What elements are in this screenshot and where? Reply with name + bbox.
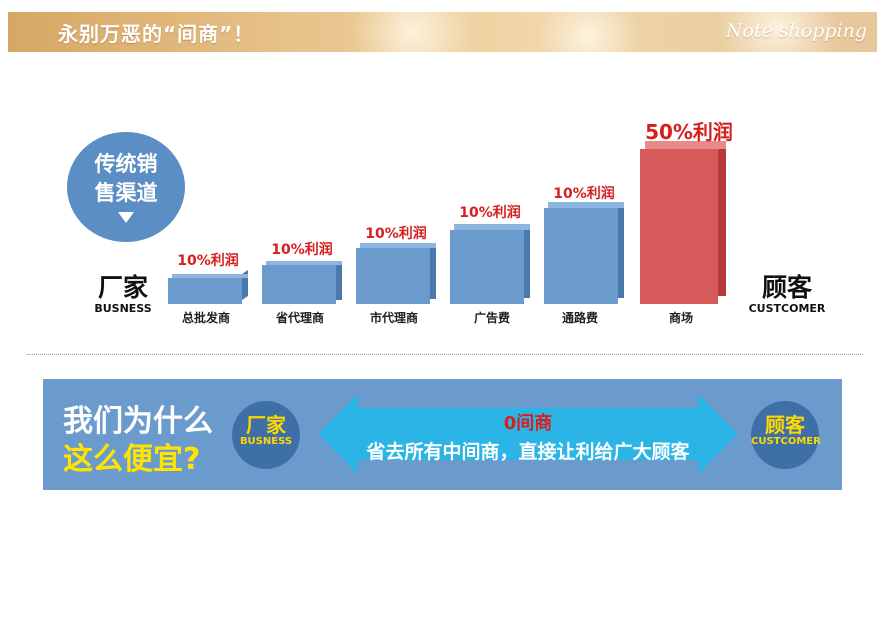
customer-en: CUSTCOMER (748, 302, 826, 315)
customer-circle-cn: 顾客 (765, 413, 805, 437)
brand-logo-text: Note shopping (725, 20, 867, 42)
double-arrow-icon (318, 394, 738, 474)
profit-label-1: 10%利润 (177, 253, 239, 269)
manufacturer-circle-cn: 厂家 (246, 413, 286, 437)
badge-line-1: 传统销 (94, 152, 158, 176)
why-cheap-heading: 我们为什么 这么便宜? (63, 403, 213, 479)
down-arrow-icon (118, 212, 134, 223)
traditional-channel-badge: 传统销 售渠道 (67, 132, 185, 242)
customer-cn: 顾客 (761, 273, 812, 302)
bar-step-2 (262, 261, 342, 304)
customer-circle: 顾客 CUSTCOMER (751, 401, 821, 469)
manufacturer-en: BUSNESS (94, 302, 152, 315)
badge-line-2: 售渠道 (94, 181, 158, 205)
double-arrow: 0间商 省去所有中间商，直接让利给广大顾客 (318, 394, 738, 474)
manufacturer-label: 厂家 BUSNESS (88, 274, 158, 316)
bar-step-5 (544, 202, 624, 304)
header-banner: 永别万恶的“间商”！ Note shopping (8, 12, 877, 52)
bar-step-3 (356, 243, 436, 304)
customer-circle-en: CUSTCOMER (751, 436, 821, 447)
step-label-3: 市代理商 (369, 311, 418, 325)
customer-label: 顾客 CUSTCOMER (744, 274, 830, 316)
step-label-5: 通路费 (561, 311, 598, 325)
profit-label-6: 50%利润 (645, 120, 733, 144)
manufacturer-circle-en: BUSNESS (239, 436, 293, 447)
zero-middleman-title: 0间商 (503, 413, 553, 434)
why-line-2: 这么便宜? (63, 442, 201, 477)
step-label-1: 总批发商 (181, 311, 230, 325)
profit-label-2: 10%利润 (271, 242, 333, 258)
profit-label-5: 10%利润 (553, 186, 615, 202)
profit-label-4: 10%利润 (459, 205, 521, 221)
bar-step-1 (168, 269, 248, 304)
step-label-2: 省代理商 (275, 311, 324, 325)
manufacturer-cn: 厂家 (97, 273, 148, 302)
manufacturer-circle: 厂家 BUSNESS (232, 401, 300, 469)
profit-label-3: 10%利润 (365, 226, 427, 242)
step-label-6: 商场 (668, 311, 693, 325)
banner-title: 永别万恶的“间商”！ (58, 22, 255, 46)
bar-step-6 (640, 141, 726, 304)
why-line-1: 我们为什么 (63, 404, 213, 439)
savings-panel: 我们为什么 这么便宜? 厂家 BUSNESS 0间商 省去所有中间商，直接让利给… (43, 379, 842, 490)
step-label-4: 广告费 (473, 311, 510, 325)
zero-middleman-subtitle: 省去所有中间商，直接让利给广大顾客 (366, 441, 690, 463)
bar-step-4 (450, 224, 530, 304)
section-divider (27, 354, 863, 355)
